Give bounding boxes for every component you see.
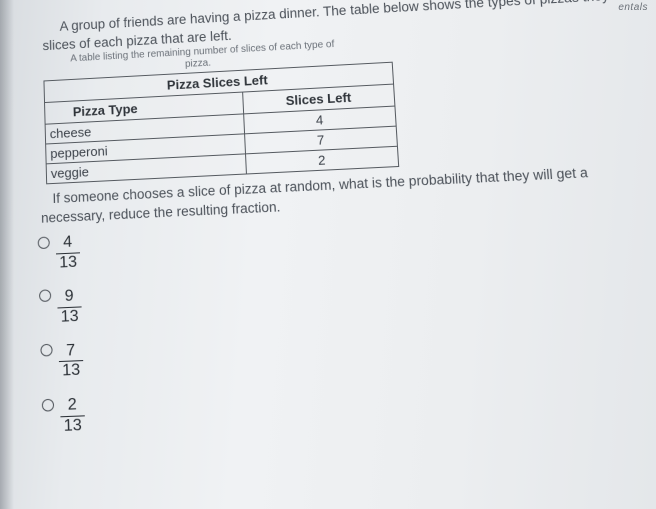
fraction: 2 13 (60, 397, 85, 436)
fraction-denominator: 13 (57, 306, 81, 326)
fraction: 4 13 (56, 235, 81, 273)
fraction: 9 13 (57, 288, 82, 327)
option-d[interactable]: 2 13 (42, 370, 656, 436)
option-c[interactable]: 7 13 (40, 314, 656, 381)
fraction: 7 13 (58, 342, 83, 381)
fraction-denominator: 13 (56, 253, 80, 273)
pizza-slices-table: Pizza Slices Left Pizza Type Slices Left… (43, 62, 399, 185)
fraction-numerator: 4 (60, 235, 75, 254)
worksheet-page: A group of friends are having a pizza di… (1, 0, 656, 465)
radio-icon[interactable] (42, 398, 54, 411)
radio-icon[interactable] (38, 236, 50, 249)
fraction-numerator: 2 (64, 397, 80, 416)
fraction-denominator: 13 (59, 360, 84, 381)
fraction-numerator: 9 (61, 288, 76, 307)
answer-options: 4 13 9 13 7 13 2 13 (38, 204, 656, 437)
radio-icon[interactable] (39, 290, 51, 303)
fraction-denominator: 13 (60, 415, 85, 436)
radio-icon[interactable] (40, 344, 52, 357)
fraction-numerator: 7 (63, 342, 79, 361)
